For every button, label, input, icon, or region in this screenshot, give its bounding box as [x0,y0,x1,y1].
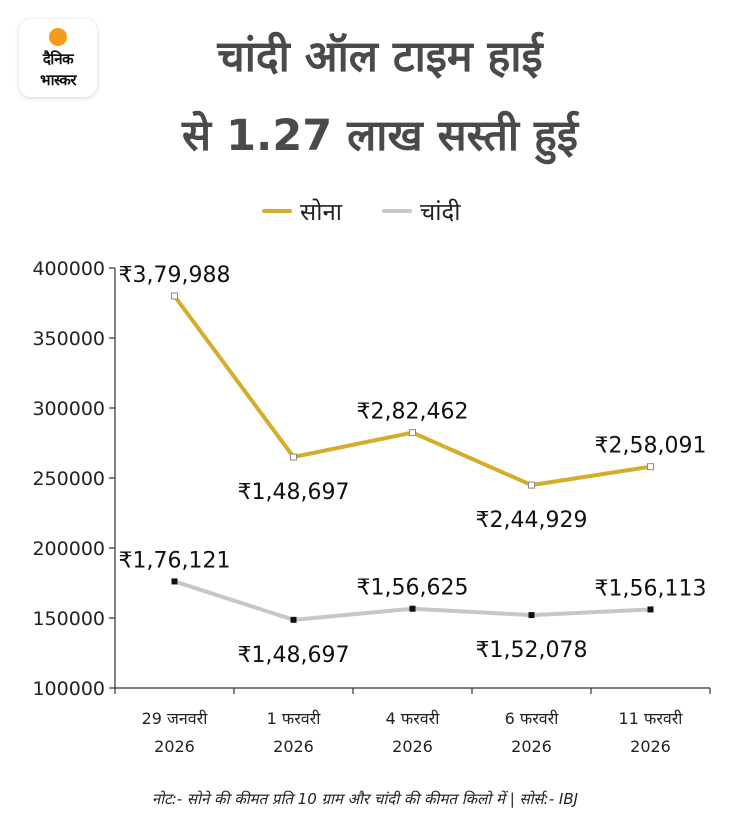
x-tick-label: 2026 [630,737,671,756]
silver-point [647,606,654,613]
y-tick-label: 250000 [32,468,105,490]
chart-title-line1: चांदी ऑल टाइम हाई [217,32,543,82]
silver-data-label: ₹1,52,078 [476,638,588,663]
x-tick-label: 2026 [273,737,314,756]
gold-point [528,481,535,489]
chart-legend: सोना चांदी [0,195,730,229]
y-tick-label: 400000 [32,258,105,280]
silver-data-label: ₹1,76,121 [119,548,231,573]
series-line-gold [172,294,653,488]
chart-title-line2: से 1.27 लाख सस्ती हुई [182,111,578,161]
legend-swatch-gold [262,209,292,213]
x-tick-label: 2026 [511,737,552,756]
silver-point [290,616,297,623]
silver-point [528,612,535,619]
gold-data-label: ₹1,48,697 [238,480,350,505]
x-tick-label: 2026 [392,737,433,756]
x-tick-label: 2026 [154,737,195,756]
silver-point [171,578,178,585]
y-tick-label: 100000 [32,678,105,700]
x-tick-label: 6 फरवरी [505,709,560,728]
legend-label-gold: सोना [300,198,342,226]
y-tick-label: 150000 [32,608,105,630]
x-tick-label: 29 जनवरी [142,709,209,728]
y-tick-label: 300000 [32,398,105,420]
y-tick-label: 350000 [32,328,105,350]
gold-point [171,292,178,300]
gold-data-label: ₹3,79,988 [119,263,231,288]
legend-label-silver: चांदी [420,198,461,226]
brand-logo-line2: भास्कर [40,71,76,89]
gold-point [409,429,416,437]
gold-data-label: ₹2,82,462 [357,400,469,425]
silver-point [409,605,416,612]
x-tick-label: 11 फरवरी [619,709,684,728]
brand-logo: दैनिक भास्कर [19,19,97,97]
x-tick-label: 1 फरवरी [267,709,322,728]
chart-footnote: नोट:- सोने की कीमत प्रति 10 ग्राम और चां… [151,790,579,808]
gold-data-label: ₹2,44,929 [476,508,588,533]
brand-logo-line1: दैनिक [42,50,74,68]
silver-data-label: ₹1,56,625 [357,576,469,601]
gold-point [290,453,297,461]
gold-point [647,463,654,471]
legend-swatch-silver [382,209,412,213]
brand-logo-dot [49,28,67,46]
y-tick-label: 200000 [32,538,105,560]
x-tick-label: 4 फरवरी [386,709,441,728]
silver-data-label: ₹1,48,697 [238,643,350,668]
gold-data-label: ₹2,58,091 [595,434,707,459]
line-chart: 400000 350000 300000 250000 200000 150000 1000… [32,258,711,756]
silver-data-label: ₹1,56,113 [595,576,707,601]
